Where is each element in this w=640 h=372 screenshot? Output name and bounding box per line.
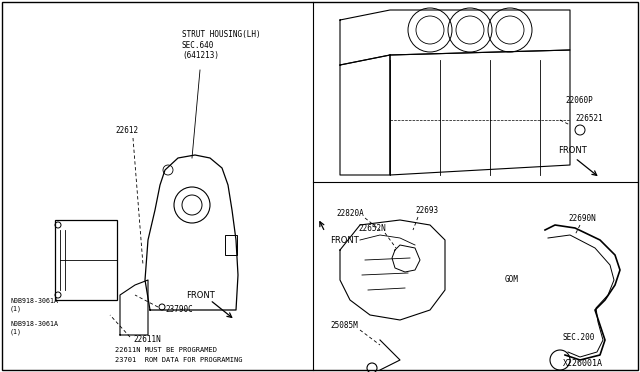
Text: X226001A: X226001A [563, 359, 603, 369]
Text: 23701  ROM DATA FOR PROGRAMING: 23701 ROM DATA FOR PROGRAMING [115, 357, 243, 363]
Text: 22820A: 22820A [336, 208, 364, 218]
Text: 25085M: 25085M [330, 321, 358, 330]
Text: 22693: 22693 [415, 205, 438, 215]
Text: N0B918-3061A
(1): N0B918-3061A (1) [10, 298, 58, 312]
Text: 22611N MUST BE PROGRAMED: 22611N MUST BE PROGRAMED [115, 347, 217, 353]
Text: 22690N: 22690N [568, 214, 596, 222]
Text: FRONT: FRONT [558, 145, 587, 154]
Text: SEC.200: SEC.200 [563, 334, 595, 343]
Text: N0B918-3061A
(1): N0B918-3061A (1) [10, 321, 58, 335]
Text: 22060P: 22060P [565, 96, 593, 105]
Text: FRONT: FRONT [186, 291, 215, 299]
Text: 226521: 226521 [575, 113, 603, 122]
Text: 22611N: 22611N [133, 336, 161, 344]
Bar [225, 235, 237, 255]
Text: 23790C: 23790C [165, 305, 193, 314]
Text: STRUT HOUSING(LH)
SEC.640
(641213): STRUT HOUSING(LH) SEC.640 (641213) [182, 30, 260, 60]
Text: 22652N: 22652N [358, 224, 386, 232]
Text: 22612: 22612 [115, 125, 138, 135]
Text: GOM: GOM [505, 276, 519, 285]
Text: FRONT: FRONT [330, 235, 359, 244]
Bar [55, 220, 117, 300]
